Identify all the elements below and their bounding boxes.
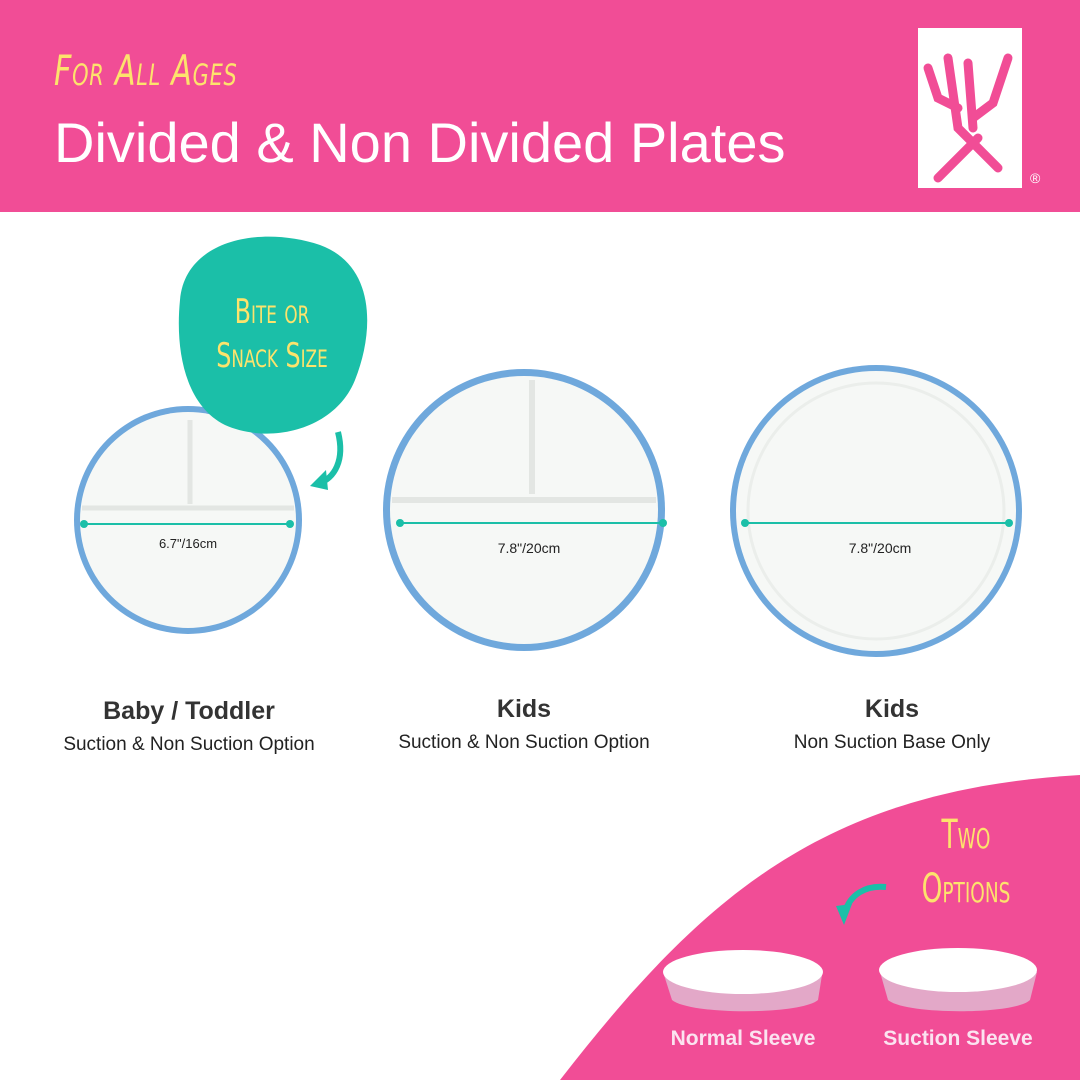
normal-sleeve-label: Normal Sleeve — [670, 1027, 816, 1050]
registered-mark: ® — [1030, 170, 1041, 186]
plate-size-label: 7.8"/20cm — [848, 540, 912, 556]
plate-size-label: 7.8"/20cm — [497, 540, 561, 556]
plate-kids-divided — [383, 369, 667, 651]
plate-caption: Kids Suction & Non Suction Option — [398, 695, 649, 754]
options-line-1: Two — [941, 812, 991, 858]
brand-logo — [918, 28, 1022, 188]
kicker-text: For All Ages — [54, 46, 238, 95]
suction-sleeve-image — [879, 948, 1037, 1012]
plate-option: Suction & Non Suction Option — [63, 734, 315, 755]
plate-name: Kids — [496, 695, 552, 723]
plate-caption: Kids Non Suction Base Only — [794, 695, 990, 754]
plate-caption: Baby / Toddler Suction & Non Suction Opti… — [63, 697, 314, 756]
plate-option: Suction & Non Suction Option — [398, 732, 650, 753]
plate-name: Kids — [864, 695, 920, 723]
plate-kids-plain — [730, 365, 1022, 657]
plate-option: Non Suction Base Only — [793, 732, 991, 753]
suction-sleeve-label: Suction Sleeve — [883, 1027, 1033, 1050]
snack-size-badge: Bite or Snack Size — [192, 290, 351, 378]
plate-name: Baby / Toddler — [103, 697, 275, 725]
plate-size-label: 6.7"/16cm — [158, 536, 218, 551]
snack-badge-blob — [178, 236, 368, 434]
page-title: Divided & Non Divided Plates — [54, 111, 786, 174]
badge-line-2: Snack Size — [216, 336, 328, 376]
plate-baby — [74, 406, 302, 634]
badge-line-1: Bite or — [234, 292, 310, 332]
options-line-2: Options — [921, 866, 1011, 912]
header-banner: For All Ages Divided & Non Divided Plate… — [0, 0, 1080, 212]
two-options-heading: Two Options — [899, 808, 1034, 916]
normal-sleeve-image — [663, 950, 823, 1012]
